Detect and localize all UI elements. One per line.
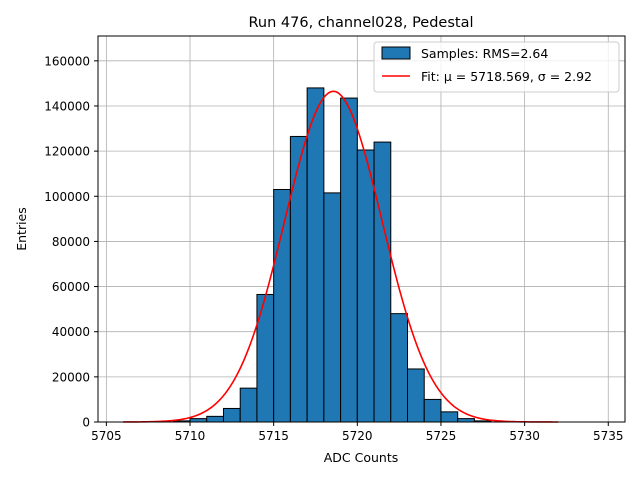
legend-fit-label: Fit: μ = 5718.569, σ = 2.92 — [421, 69, 592, 84]
histogram-bar — [273, 188, 291, 423]
x-axis-ticks: 5705 5710 5715 5720 5725 5730 5735 — [91, 422, 624, 443]
histogram-bar — [239, 387, 258, 423]
fit-curve — [123, 90, 559, 423]
axes-frame — [97, 35, 626, 423]
histogram-bar — [222, 407, 241, 423]
histogram-bar — [323, 192, 342, 423]
legend-samples-label: Samples: RMS=2.64 — [421, 46, 548, 61]
x-tick-label: 5705 — [91, 429, 122, 443]
histogram-bar — [289, 135, 308, 423]
y-tick-label: 20000 — [52, 370, 90, 384]
y-tick-label: 60000 — [52, 280, 90, 294]
histogram-bar — [423, 398, 442, 423]
y-tick-label: 100000 — [44, 190, 90, 204]
histogram-bar — [457, 418, 475, 423]
x-tick-label: 5710 — [175, 429, 206, 443]
x-tick-label: 5720 — [342, 429, 373, 443]
histogram-bar — [440, 411, 459, 423]
histogram-bar — [340, 97, 358, 423]
y-axis-ticks: 0 20000 40000 60000 80000 100000 120000 140000 1… — [44, 54, 98, 430]
legend-box — [373, 41, 620, 93]
x-tick-label: 5730 — [509, 429, 540, 443]
histogram-bar — [407, 368, 425, 423]
histogram-bar — [390, 313, 409, 423]
histogram-bar — [373, 141, 392, 423]
y-tick-label: 80000 — [52, 235, 90, 249]
histogram-bar — [206, 415, 224, 423]
chart-title: Run 476, channel028, Pedestal — [248, 15, 473, 31]
y-tick-label: 40000 — [52, 325, 90, 339]
x-tick-label: 5735 — [593, 429, 624, 443]
histogram-bar — [256, 293, 275, 423]
y-tick-label: 160000 — [44, 54, 90, 68]
x-tick-label: 5725 — [426, 429, 457, 443]
x-tick-label: 5715 — [258, 429, 289, 443]
y-tick-label: 0 — [82, 416, 90, 430]
y-axis-label: Entries — [14, 207, 29, 251]
legend: Samples: RMS=2.64 Fit: μ = 5718.569, σ =… — [373, 41, 620, 93]
histogram-bar — [356, 149, 375, 423]
histogram-bar — [306, 87, 325, 423]
x-axis-label: ADC Counts — [324, 450, 399, 465]
legend-samples-swatch — [381, 46, 411, 60]
y-tick-label: 140000 — [44, 99, 90, 113]
y-tick-label: 120000 — [44, 145, 90, 159]
histogram-bars — [172, 87, 492, 423]
histogram-bar — [189, 418, 208, 423]
